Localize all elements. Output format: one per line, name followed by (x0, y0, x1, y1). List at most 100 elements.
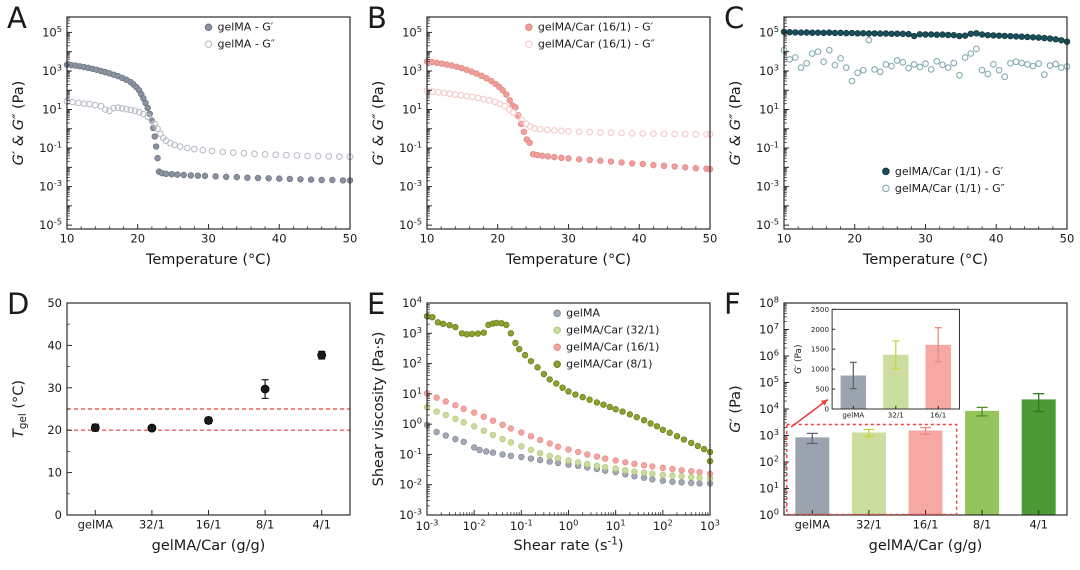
svg-text:10: 10 (47, 466, 62, 480)
svg-text:10-1: 10-1 (756, 140, 779, 155)
panel-D: D gelMA 32/1 16/1 8/1 4/1 0 10 20 30 40 50 gelMA/Ca… (5, 287, 360, 569)
svg-text:16/1: 16/1 (930, 410, 946, 419)
svg-text:32/1: 32/1 (888, 410, 904, 419)
svg-text:101: 101 (606, 518, 626, 533)
svg-text:gelMA/Car (32/1): gelMA/Car (32/1) (566, 324, 659, 337)
svg-text:102: 102 (759, 454, 779, 469)
svg-text:gelMA - G′: gelMA - G′ (218, 21, 274, 34)
svg-text:4/1: 4/1 (312, 518, 331, 532)
svg-text:10-1: 10-1 (399, 446, 422, 461)
svg-text:gelMA - G″: gelMA - G″ (218, 38, 275, 51)
svg-text:105: 105 (759, 374, 779, 389)
svg-text:50: 50 (1060, 232, 1075, 246)
panel-F-label: F (724, 287, 741, 321)
svg-text:101: 101 (759, 101, 779, 116)
svg-text:10-5: 10-5 (399, 217, 422, 232)
svg-text:105: 105 (402, 24, 422, 39)
svg-text:G′ & G″ (Pa): G′ & G″ (Pa) (11, 81, 27, 166)
svg-text:106: 106 (759, 348, 779, 363)
svg-text:104: 104 (402, 295, 422, 310)
svg-text:10-3: 10-3 (399, 507, 422, 522)
svg-text:40: 40 (632, 232, 647, 246)
svg-text:103: 103 (700, 518, 720, 533)
svg-text:G′ & G″ (Pa): G′ & G″ (Pa) (728, 81, 744, 166)
panel-E: E 10-3 10-2 10-1 100 101 102 103 10-3 10-2 10-1 10… (365, 287, 720, 569)
svg-text:0: 0 (55, 508, 62, 522)
svg-text:1000: 1000 (811, 365, 830, 374)
svg-text:104: 104 (759, 401, 779, 416)
svg-text:gelMA/Car (1/1) - G″: gelMA/Car (1/1) - G″ (895, 182, 1005, 195)
svg-text:30: 30 (47, 381, 62, 395)
svg-text:30: 30 (561, 232, 576, 246)
panel-F-chart: gelMA 32/1 16/1 8/1 4/1 100 101 102 103 104 105 106… (728, 295, 1068, 554)
svg-text:108: 108 (759, 295, 779, 310)
svg-text:50: 50 (343, 232, 358, 246)
svg-text:10-3: 10-3 (416, 518, 439, 533)
svg-text:Tgel (°C): Tgel (°C) (11, 380, 29, 438)
svg-text:10-2: 10-2 (399, 476, 422, 491)
svg-text:100: 100 (759, 507, 779, 522)
panel-F: F gelMA 32/1 16/1 8/1 4/1 100 101 102 103 104 105 1… (722, 287, 1077, 569)
svg-text:4/1: 4/1 (1029, 518, 1048, 532)
svg-text:2500: 2500 (811, 305, 830, 314)
svg-text:gelMA/Car (g/g): gelMA/Car (g/g) (152, 538, 266, 554)
svg-text:Temperature (°C): Temperature (°C) (505, 252, 631, 268)
svg-text:20: 20 (47, 423, 62, 437)
svg-text:100: 100 (402, 416, 422, 431)
svg-text:gelMA/Car (g/g): gelMA/Car (g/g) (869, 538, 983, 554)
svg-text:101: 101 (42, 101, 62, 116)
svg-text:10-5: 10-5 (39, 217, 62, 232)
panel-C: C 10 20 30 40 50 10-5 10-3 10-1 101 103 105 Tempera… (722, 1, 1077, 283)
svg-text:gelMA/Car (1/1) - G′: gelMA/Car (1/1) - G′ (895, 165, 1004, 178)
svg-text:G′ (Pa): G′ (Pa) (794, 344, 804, 373)
svg-text:500: 500 (815, 385, 829, 394)
svg-text:10-5: 10-5 (756, 217, 779, 232)
svg-text:103: 103 (42, 63, 62, 78)
panel-D-label: D (7, 287, 30, 321)
svg-text:Temperature (°C): Temperature (°C) (145, 252, 271, 268)
svg-text:8/1: 8/1 (973, 518, 992, 532)
svg-text:20: 20 (490, 232, 505, 246)
svg-text:50: 50 (47, 296, 62, 310)
svg-text:10-3: 10-3 (39, 178, 62, 193)
svg-text:105: 105 (42, 24, 62, 39)
svg-text:101: 101 (759, 480, 779, 495)
svg-text:Shear rate (s-1): Shear rate (s-1) (513, 536, 623, 555)
svg-text:40: 40 (47, 338, 62, 352)
svg-text:100: 100 (559, 518, 579, 533)
svg-text:gelMA/Car (16/1): gelMA/Car (16/1) (566, 341, 659, 354)
svg-text:30: 30 (918, 232, 933, 246)
svg-text:gelMA: gelMA (842, 410, 864, 419)
svg-text:10-1: 10-1 (510, 518, 533, 533)
panel-E-label: E (367, 287, 386, 321)
svg-text:10-3: 10-3 (756, 178, 779, 193)
svg-text:0: 0 (824, 404, 829, 413)
svg-text:10: 10 (777, 232, 792, 246)
svg-text:103: 103 (402, 63, 422, 78)
svg-text:20: 20 (130, 232, 145, 246)
svg-text:gelMA/Car (16/1) - G′: gelMA/Car (16/1) - G′ (538, 21, 654, 34)
panel-C-label: C (724, 1, 745, 35)
svg-text:8/1: 8/1 (256, 518, 275, 532)
svg-text:gelMA/Car (16/1) - G″: gelMA/Car (16/1) - G″ (538, 38, 655, 51)
panel-B-label: B (367, 1, 387, 35)
panel-D-chart: gelMA 32/1 16/1 8/1 4/1 0 10 20 30 40 50 gelMA/Car … (11, 296, 351, 554)
svg-text:102: 102 (402, 355, 422, 370)
panel-E-chart: 10-3 10-2 10-1 100 101 102 103 10-3 10-2 10-1 100 1… (371, 295, 720, 555)
svg-text:103: 103 (759, 63, 779, 78)
panel-A: A 10 20 30 40 50 10-5 10-3 10-1 101 103 105 Tempera… (5, 1, 360, 283)
svg-text:1500: 1500 (811, 345, 830, 354)
svg-text:20: 20 (847, 232, 862, 246)
svg-text:103: 103 (759, 427, 779, 442)
svg-text:10-3: 10-3 (399, 178, 422, 193)
svg-text:103: 103 (402, 325, 422, 340)
svg-text:10-2: 10-2 (463, 518, 486, 533)
svg-text:40: 40 (989, 232, 1004, 246)
svg-text:30: 30 (201, 232, 216, 246)
svg-text:102: 102 (653, 518, 673, 533)
svg-text:50: 50 (703, 232, 718, 246)
svg-text:10-1: 10-1 (39, 140, 62, 155)
svg-text:G′ & G″ (Pa): G′ & G″ (Pa) (371, 81, 387, 166)
panel-A-label: A (7, 1, 27, 35)
